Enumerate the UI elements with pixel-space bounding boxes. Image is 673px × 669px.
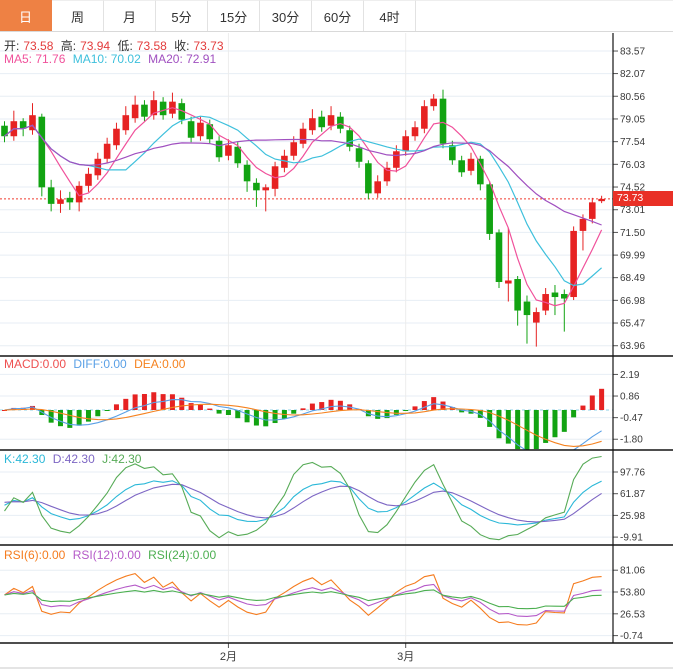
tabbar-filler [416,0,673,31]
svg-text:65.47: 65.47 [620,319,645,330]
tab-interval-3[interactable]: 5分 [156,0,208,31]
candles-layer [0,89,613,347]
svg-text:76.03: 76.03 [620,160,645,171]
svg-text:0.86: 0.86 [620,392,640,403]
macd-panel-layer [0,388,613,450]
svg-text:2.19: 2.19 [620,370,640,381]
svg-text:3月: 3月 [397,651,414,663]
tab-interval-0[interactable]: 日 [0,0,52,31]
tab-interval-2[interactable]: 月 [104,0,156,31]
svg-text:-9.91: -9.91 [620,533,643,544]
svg-text:-1.80: -1.80 [620,435,643,446]
tab-interval-5[interactable]: 30分 [260,0,312,31]
rsi-panel-layer [4,572,602,626]
svg-text:25.98: 25.98 [620,511,645,522]
kline-chart-canvas[interactable]: 83.57 82.07 80.56 79.05 77.54 76.03 74.52 73.01… [0,32,673,669]
svg-text:66.98: 66.98 [620,296,645,307]
svg-text:26.53: 26.53 [620,609,645,620]
svg-text:83.57: 83.57 [620,47,645,58]
svg-text:68.49: 68.49 [620,273,645,284]
svg-text:79.05: 79.05 [620,114,645,125]
svg-text:82.07: 82.07 [620,69,645,80]
svg-text:73.01: 73.01 [620,205,645,216]
grid-layer [0,33,613,643]
svg-text:80.56: 80.56 [620,92,645,103]
panel-separators [0,33,673,669]
svg-text:-0.47: -0.47 [620,413,643,424]
tab-interval-6[interactable]: 60分 [312,0,364,31]
tab-interval-1[interactable]: 周 [52,0,104,31]
kdj-panel-layer [4,455,602,541]
right-axis: 83.57 82.07 80.56 79.05 77.54 76.03 74.52 73.01… [613,47,645,642]
interval-tabbar: 日周月 5分 15分 30分 60分 4时 [0,0,673,32]
tab-interval-7[interactable]: 4时 [364,0,416,31]
svg-text:63.96: 63.96 [620,341,645,352]
svg-text:69.99: 69.99 [620,251,645,262]
svg-text:61.87: 61.87 [620,489,645,500]
svg-text:74.52: 74.52 [620,183,645,194]
x-axis: 2月 3月 [220,643,414,663]
svg-text:81.06: 81.06 [620,566,645,577]
tab-interval-4[interactable]: 15分 [208,0,260,31]
svg-text:77.54: 77.54 [620,137,645,148]
svg-text:2月: 2月 [220,651,237,663]
svg-text:-0.74: -0.74 [620,631,643,642]
svg-text:53.80: 53.80 [620,588,645,599]
last-price-badge: 73.73 [613,191,673,206]
svg-text:97.76: 97.76 [620,468,645,479]
svg-text:71.50: 71.50 [620,228,645,239]
